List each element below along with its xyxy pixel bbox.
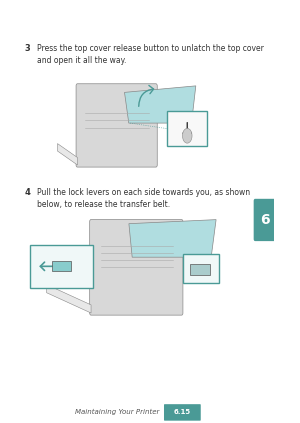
Bar	[190, 264, 210, 275]
Text: 6: 6	[260, 213, 269, 227]
Text: Maintaining Your Printer: Maintaining Your Printer	[75, 409, 159, 415]
Polygon shape	[124, 86, 196, 123]
FancyBboxPatch shape	[254, 199, 276, 241]
Text: 4: 4	[25, 188, 31, 197]
Polygon shape	[46, 285, 91, 313]
FancyBboxPatch shape	[90, 220, 183, 315]
FancyBboxPatch shape	[164, 404, 201, 420]
Text: 3: 3	[25, 44, 30, 53]
FancyBboxPatch shape	[76, 84, 157, 167]
Bar	[30, 245, 93, 288]
Text: Press the top cover release button to unlatch the top cover
and open it all the : Press the top cover release button to un…	[37, 44, 264, 65]
Bar	[183, 254, 219, 283]
Text: Pull the lock levers on each side towards you, as shown
below, to release the tr: Pull the lock levers on each side toward…	[37, 188, 250, 209]
Circle shape	[182, 128, 192, 143]
Bar	[167, 111, 207, 146]
Text: 6.15: 6.15	[174, 409, 191, 415]
Polygon shape	[58, 143, 77, 165]
Bar	[52, 261, 71, 272]
Polygon shape	[129, 220, 216, 257]
